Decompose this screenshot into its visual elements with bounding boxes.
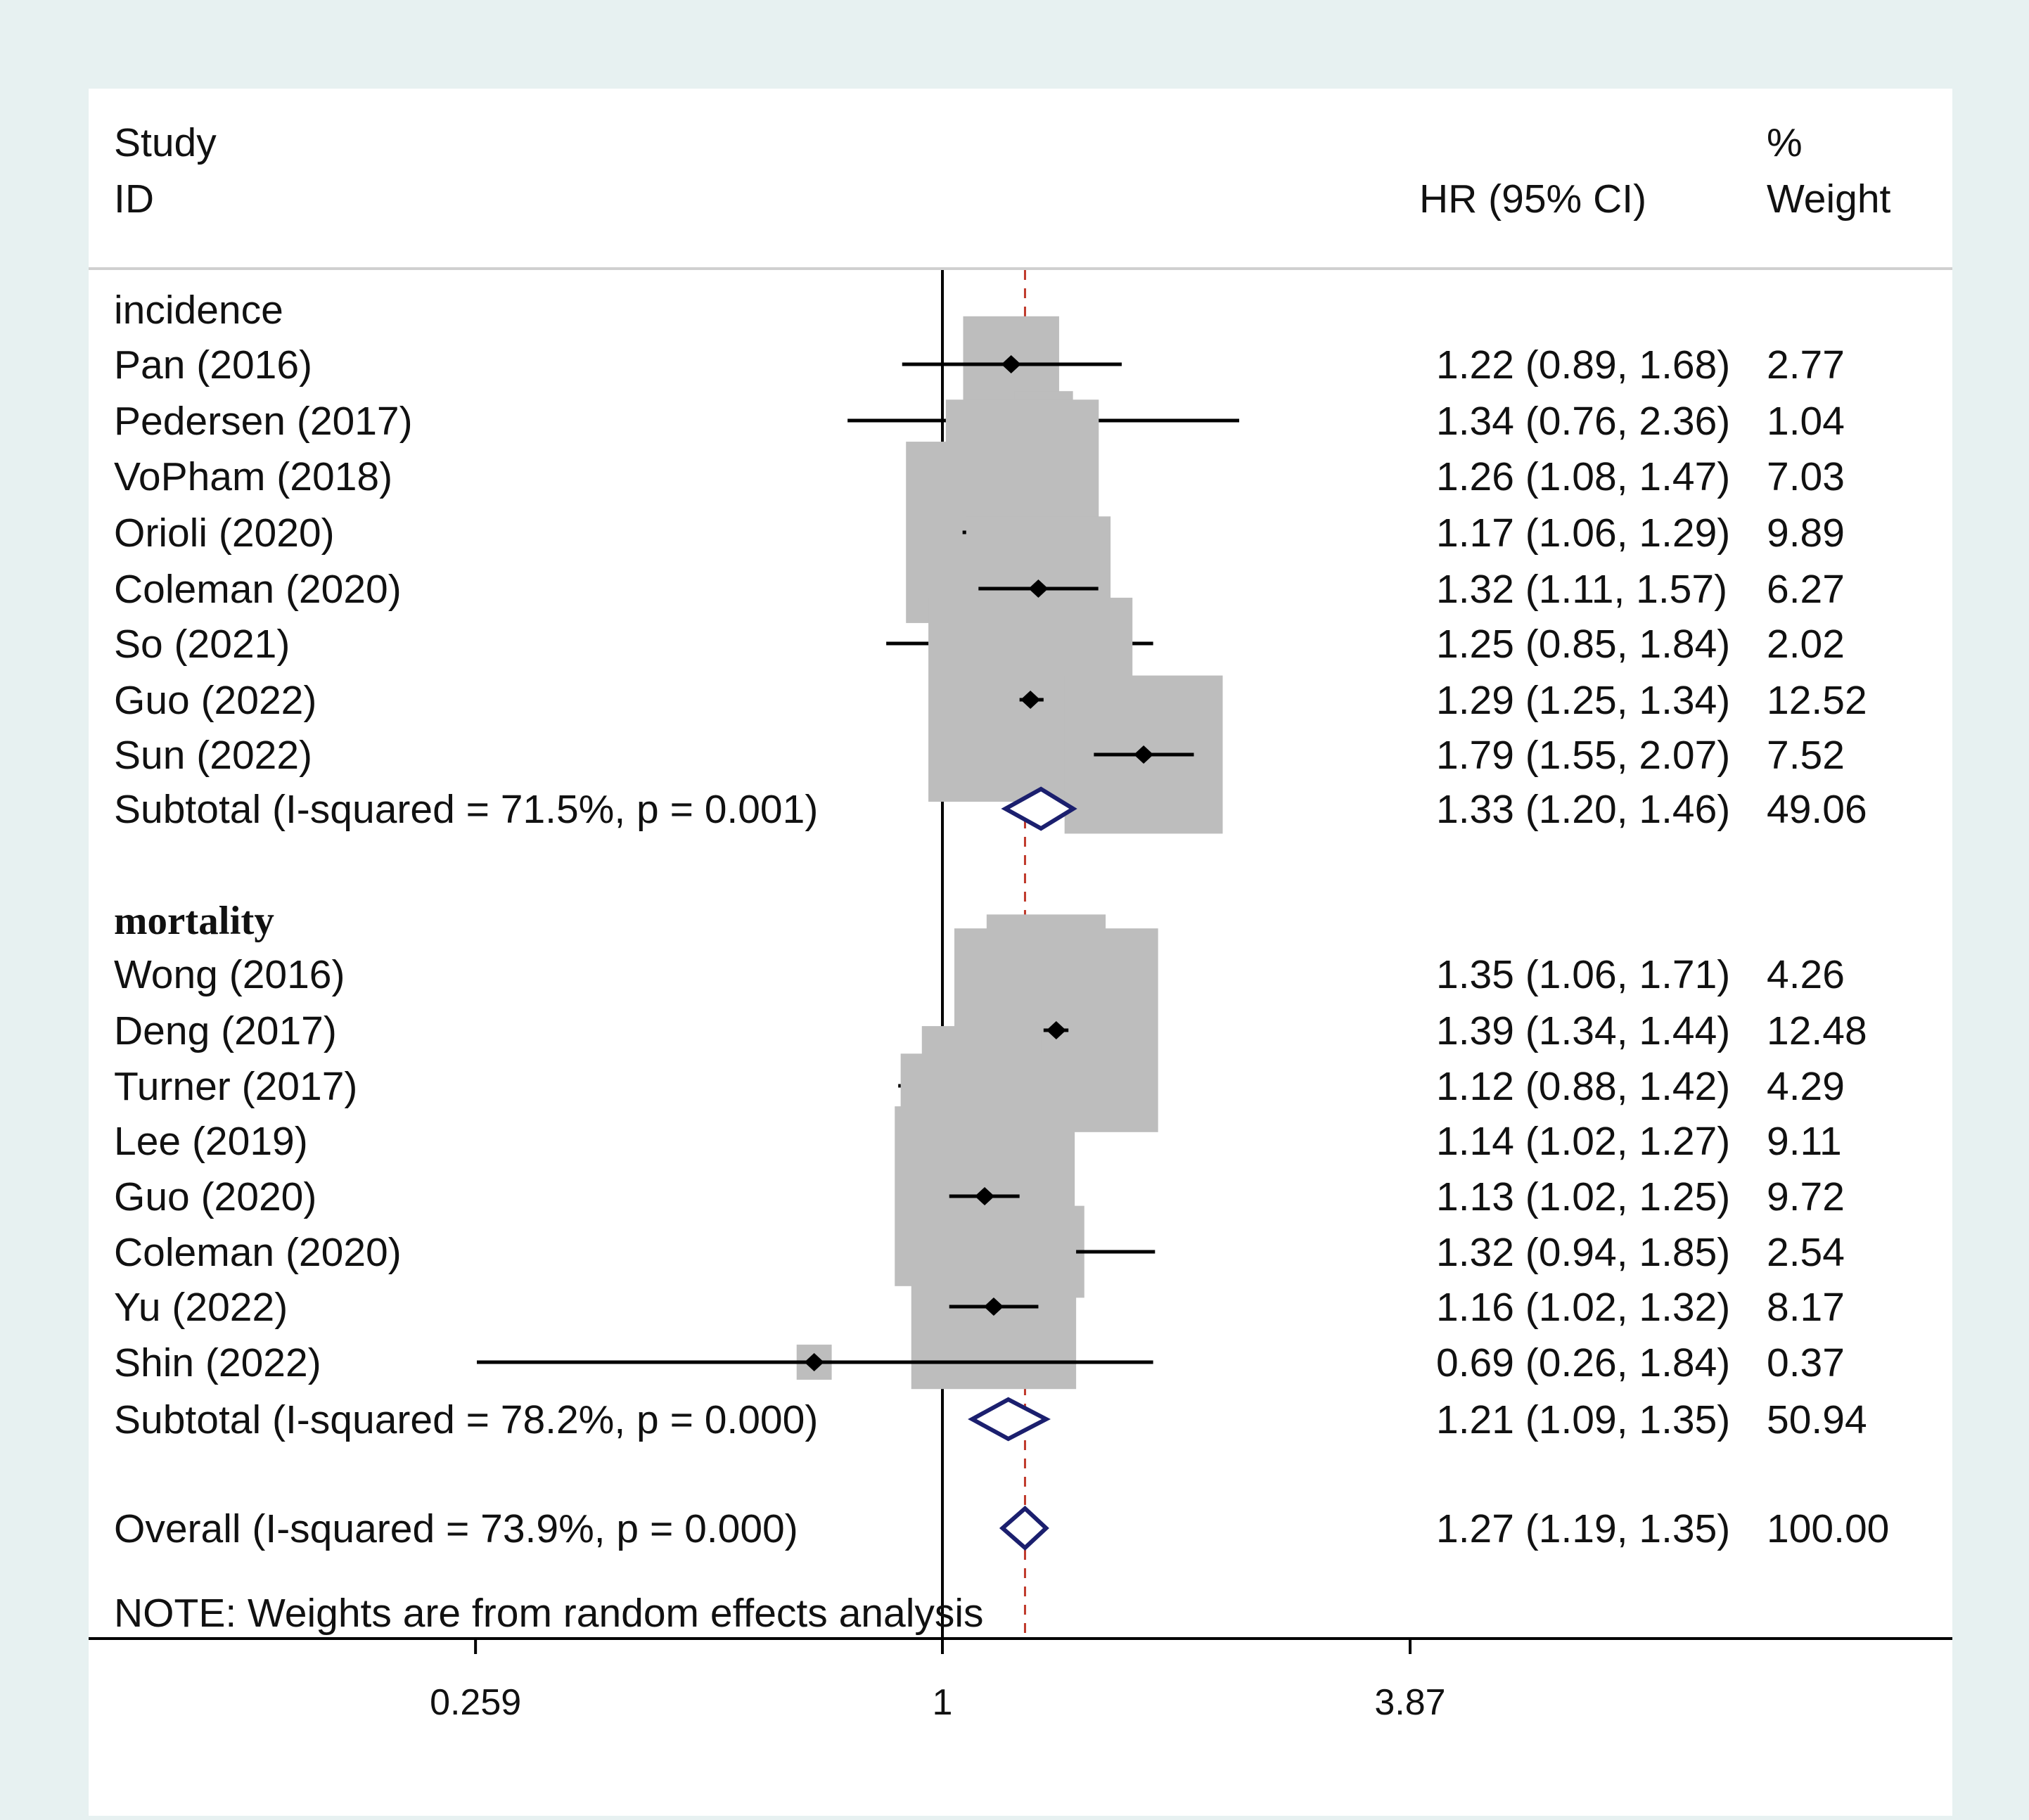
- weights-note: NOTE: Weights are from random effects an…: [114, 1591, 984, 1636]
- overall-row-diamond: [999, 1505, 1049, 1551]
- study-row-label: Wong (2016): [114, 952, 345, 997]
- study-row-label: Lee (2019): [114, 1119, 308, 1164]
- overall-row-ci: 1.27 (1.19, 1.35): [1436, 1506, 1730, 1551]
- study-row-weight: 4.26: [1767, 952, 1845, 997]
- study-row-ci: 1.16 (1.02, 1.32): [1436, 1285, 1730, 1330]
- study-row-weight: 9.11: [1767, 1119, 1842, 1164]
- study-row-ci: 0.69 (0.26, 1.84): [1436, 1340, 1730, 1385]
- study-row-label: Guo (2020): [114, 1174, 316, 1219]
- study-row-weight: 7.52: [1767, 733, 1845, 778]
- group-heading: mortality: [114, 899, 274, 943]
- study-row-label: Coleman (2020): [114, 1230, 402, 1275]
- header-study: Study: [114, 120, 217, 165]
- overall-row-weight: 100.00: [1767, 1506, 1889, 1551]
- study-row-label: Deng (2017): [114, 1008, 337, 1053]
- subtotal-row-ci: 1.33 (1.20, 1.46): [1436, 787, 1730, 832]
- study-row-weight: 12.48: [1767, 1008, 1867, 1053]
- study-row-weight: 6.27: [1767, 567, 1845, 612]
- point-estimate: [1020, 691, 1041, 709]
- study-row-label: Pedersen (2017): [114, 399, 413, 444]
- study-row-weight: 2.54: [1767, 1230, 1845, 1275]
- study-row-ci: 1.14 (1.02, 1.27): [1436, 1119, 1730, 1164]
- study-row-weight: 1.04: [1767, 399, 1845, 444]
- study-row-weight: 8.17: [1767, 1285, 1845, 1330]
- overall-row-label: Overall (I-squared = 73.9%, p = 0.000): [114, 1506, 798, 1551]
- point-estimate: [804, 1353, 824, 1371]
- point-estimate: [975, 1187, 995, 1205]
- study-row-ci: 1.22 (0.89, 1.68): [1436, 342, 1730, 387]
- subtotal-row-label: Subtotal (I-squared = 71.5%, p = 0.001): [114, 787, 818, 832]
- study-row-weight: 0.37: [1767, 1340, 1845, 1385]
- study-row-label: So (2021): [114, 622, 290, 667]
- header-weight: Weight: [1767, 177, 1891, 222]
- study-row-weight: 2.77: [1767, 342, 1845, 387]
- study-row-ci: 1.34 (0.76, 2.36): [1436, 399, 1730, 444]
- study-row-ci: 1.35 (1.06, 1.71): [1436, 952, 1730, 997]
- study-row-ci: 1.12 (0.88, 1.42): [1436, 1064, 1730, 1109]
- header-hr: HR (95% CI): [1419, 177, 1646, 222]
- subtotal-row-weight: 49.06: [1767, 787, 1867, 832]
- study-row-label: VoPham (2018): [114, 454, 392, 499]
- x-tick-label: 3.87: [1374, 1682, 1445, 1723]
- study-row-ci: 1.26 (1.08, 1.47): [1436, 454, 1730, 499]
- x-axis-ticks: 0.259 1 3.87: [430, 1639, 1446, 1723]
- study-row-ci: 1.17 (1.06, 1.29): [1436, 511, 1730, 556]
- point-estimate: [983, 1297, 1004, 1316]
- study-row-label: Guo (2022): [114, 678, 316, 723]
- study-row-ci: 1.25 (0.85, 1.84): [1436, 622, 1730, 667]
- study-row-ci: 1.32 (1.11, 1.57): [1436, 567, 1727, 612]
- point-estimate: [1028, 579, 1049, 598]
- study-row-label: Yu (2022): [114, 1285, 288, 1330]
- subtotal-row-diamond: [1001, 786, 1077, 831]
- forest-rows: incidence Pan (2016) 1.22 (0.89, 1.68) 2.77…: [114, 288, 1889, 1636]
- header-percent: %: [1767, 120, 1803, 165]
- study-row-label: Turner (2017): [114, 1064, 357, 1109]
- study-row-ci: 1.29 (1.25, 1.34): [1436, 678, 1730, 723]
- study-row-label: Pan (2016): [114, 342, 312, 387]
- study-row-weight: 2.02: [1767, 622, 1845, 667]
- study-row-ci: 1.79 (1.55, 2.07): [1436, 733, 1730, 778]
- study-row-weight: 9.89: [1767, 511, 1845, 556]
- point-estimate: [1001, 355, 1021, 373]
- study-row-ci: 1.13 (1.02, 1.25): [1436, 1174, 1730, 1219]
- study-row-weight: 4.29: [1767, 1064, 1845, 1109]
- x-tick-label: 0.259: [430, 1682, 521, 1723]
- study-row-ci: 1.32 (0.94, 1.85): [1436, 1230, 1730, 1275]
- study-row-weight: 7.03: [1767, 454, 1845, 499]
- study-row-ci: 1.39 (1.34, 1.44): [1436, 1008, 1730, 1053]
- study-row-label: Sun (2022): [114, 733, 312, 778]
- x-tick-label: 1: [933, 1682, 953, 1723]
- study-row-label: Orioli (2020): [114, 511, 335, 556]
- study-row-weight: 9.72: [1767, 1174, 1845, 1219]
- point-estimate: [1046, 1021, 1066, 1039]
- study-row-label: Shin (2022): [114, 1340, 321, 1385]
- subtotal-row-label: Subtotal (I-squared = 78.2%, p = 0.000): [114, 1397, 818, 1442]
- point-estimate: [1134, 745, 1154, 764]
- group-heading: incidence: [114, 288, 283, 333]
- header-id: ID: [114, 177, 154, 222]
- subtotal-row-ci: 1.21 (1.09, 1.35): [1436, 1397, 1730, 1442]
- study-row-weight: 12.52: [1767, 678, 1867, 723]
- subtotal-row-weight: 50.94: [1767, 1397, 1867, 1442]
- subtotal-row-diamond: [968, 1397, 1051, 1442]
- study-row-label: Coleman (2020): [114, 567, 402, 612]
